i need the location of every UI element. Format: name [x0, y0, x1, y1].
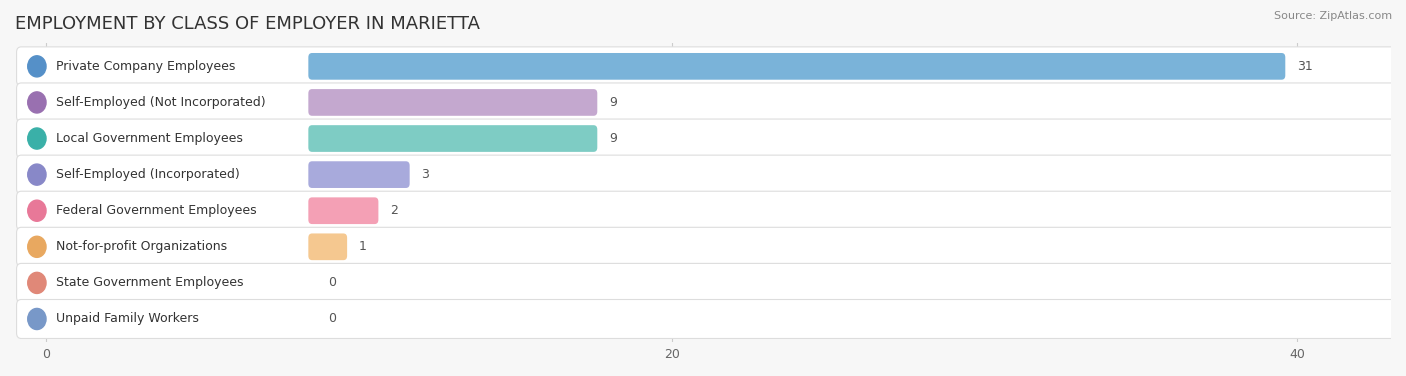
Text: 31: 31: [1298, 60, 1313, 73]
FancyBboxPatch shape: [308, 53, 1285, 80]
Circle shape: [28, 56, 46, 77]
Circle shape: [28, 128, 46, 149]
Text: Private Company Employees: Private Company Employees: [56, 60, 235, 73]
Circle shape: [28, 200, 46, 221]
Text: Unpaid Family Workers: Unpaid Family Workers: [56, 312, 198, 326]
Text: 2: 2: [391, 204, 398, 217]
FancyBboxPatch shape: [308, 125, 598, 152]
Text: 0: 0: [328, 276, 336, 290]
Text: Self-Employed (Incorporated): Self-Employed (Incorporated): [56, 168, 239, 181]
Circle shape: [28, 308, 46, 329]
Circle shape: [28, 272, 46, 293]
FancyBboxPatch shape: [17, 191, 1396, 230]
Text: 9: 9: [609, 132, 617, 145]
FancyBboxPatch shape: [17, 119, 1396, 158]
FancyBboxPatch shape: [308, 161, 409, 188]
Text: Local Government Employees: Local Government Employees: [56, 132, 242, 145]
Circle shape: [28, 236, 46, 257]
Text: 0: 0: [328, 312, 336, 326]
Text: 9: 9: [609, 96, 617, 109]
FancyBboxPatch shape: [308, 233, 347, 260]
FancyBboxPatch shape: [17, 155, 1396, 194]
FancyBboxPatch shape: [17, 227, 1396, 266]
Text: 1: 1: [359, 240, 367, 253]
Text: EMPLOYMENT BY CLASS OF EMPLOYER IN MARIETTA: EMPLOYMENT BY CLASS OF EMPLOYER IN MARIE…: [15, 15, 479, 33]
FancyBboxPatch shape: [17, 47, 1396, 86]
Text: Federal Government Employees: Federal Government Employees: [56, 204, 256, 217]
Circle shape: [28, 92, 46, 113]
FancyBboxPatch shape: [308, 89, 598, 116]
Text: Not-for-profit Organizations: Not-for-profit Organizations: [56, 240, 226, 253]
FancyBboxPatch shape: [17, 264, 1396, 302]
Text: Source: ZipAtlas.com: Source: ZipAtlas.com: [1274, 11, 1392, 21]
FancyBboxPatch shape: [17, 300, 1396, 338]
Text: 3: 3: [422, 168, 429, 181]
FancyBboxPatch shape: [17, 83, 1396, 122]
Circle shape: [28, 164, 46, 185]
Text: State Government Employees: State Government Employees: [56, 276, 243, 290]
Text: Self-Employed (Not Incorporated): Self-Employed (Not Incorporated): [56, 96, 266, 109]
FancyBboxPatch shape: [308, 197, 378, 224]
